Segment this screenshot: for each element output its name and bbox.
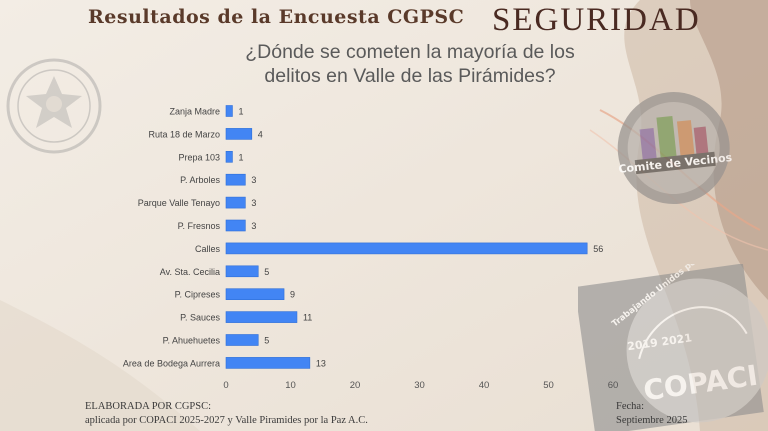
category-label: Parque Valle Tenayo bbox=[138, 198, 220, 208]
data-label: 1 bbox=[238, 152, 243, 162]
bar bbox=[225, 105, 233, 117]
bar bbox=[225, 128, 253, 140]
category-label: P. Fresnos bbox=[178, 221, 221, 231]
category-label: Prepa 103 bbox=[178, 152, 220, 162]
data-label: 3 bbox=[251, 221, 256, 231]
footer-date: Fecha: Septiembre 2025 bbox=[616, 400, 687, 428]
category-label: P. Ahuehuetes bbox=[163, 336, 221, 346]
header-title: Resultados de la Encuesta CGPSC bbox=[88, 6, 465, 28]
data-label: 5 bbox=[264, 267, 269, 277]
bar bbox=[225, 311, 298, 323]
bar bbox=[225, 173, 246, 186]
x-tick-label: 40 bbox=[479, 380, 490, 391]
data-label: 5 bbox=[264, 336, 269, 346]
data-label: 3 bbox=[251, 175, 256, 185]
data-label: 11 bbox=[303, 313, 312, 323]
bar bbox=[225, 242, 588, 255]
category-label: Av. Sta. Cecilia bbox=[160, 267, 220, 277]
x-tick-label: 30 bbox=[414, 380, 425, 391]
x-tick-label: 60 bbox=[608, 380, 619, 391]
data-label: 13 bbox=[316, 358, 326, 368]
data-label: 3 bbox=[251, 198, 256, 208]
chart-question: ¿Dónde se cometen la mayoría de los deli… bbox=[150, 40, 670, 88]
footer-date-label: Fecha: bbox=[616, 401, 644, 412]
header-section: SEGURIDAD bbox=[492, 2, 701, 38]
comite-vecinos-logo: Comite de Vecinos bbox=[617, 92, 733, 205]
category-label: P. Arboles bbox=[180, 175, 220, 185]
category-label: P. Sauces bbox=[180, 313, 220, 323]
category-label: P. Cipreses bbox=[175, 290, 221, 300]
category-label: Calles bbox=[195, 244, 221, 254]
footer-credits-line-1: ELABORADA POR CGPSC: bbox=[85, 401, 212, 412]
bar bbox=[225, 265, 259, 278]
category-label: Zanja Madre bbox=[169, 107, 220, 117]
footer-date-value: Septiembre 2025 bbox=[616, 415, 688, 426]
police-seal-logo bbox=[6, 58, 102, 154]
x-tick-label: 50 bbox=[543, 380, 554, 391]
data-label: 9 bbox=[290, 290, 295, 300]
bar bbox=[225, 219, 246, 232]
question-line-1: ¿Dónde se cometen la mayoría de los bbox=[245, 41, 575, 63]
category-label: Area de Bodega Aurrera bbox=[123, 358, 220, 368]
data-label: 56 bbox=[593, 244, 603, 254]
data-label: 4 bbox=[258, 129, 263, 139]
bar bbox=[225, 288, 285, 301]
bar bbox=[225, 196, 246, 209]
footer-credits-line-2: aplicada por COPACI 2025-2027 y Valle Pi… bbox=[85, 415, 368, 426]
category-label: Ruta 18 de Marzo bbox=[148, 129, 220, 139]
footer-credits: ELABORADA POR CGPSC: aplicada por COPACI… bbox=[85, 400, 368, 428]
question-line-2: delitos en Valle de las Pirámides? bbox=[264, 65, 556, 87]
x-tick-label: 10 bbox=[285, 380, 296, 391]
bar bbox=[225, 334, 259, 346]
bar bbox=[225, 357, 311, 369]
x-tick-label: 0 bbox=[223, 380, 228, 391]
data-label: 1 bbox=[238, 107, 243, 117]
bar bbox=[225, 151, 233, 163]
copaci-logo: Trabajando Unidos por Valle de las Piram… bbox=[578, 264, 768, 431]
x-tick-label: 20 bbox=[350, 380, 361, 391]
